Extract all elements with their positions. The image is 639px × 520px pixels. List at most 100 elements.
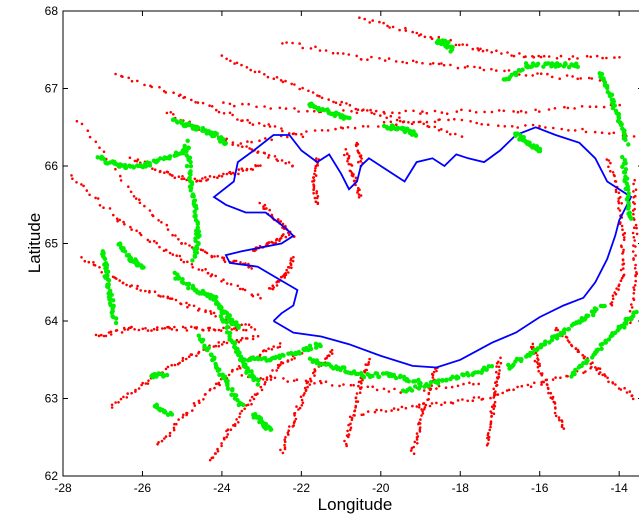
track-point (558, 418, 561, 422)
track-point (136, 158, 140, 161)
track-point (173, 176, 177, 179)
track-point (208, 326, 212, 330)
track-point (263, 124, 266, 128)
track-point (589, 362, 593, 366)
track-point (605, 158, 609, 161)
track-point (382, 110, 386, 114)
track-point (298, 42, 301, 45)
track-point (92, 261, 95, 264)
track-point (277, 355, 282, 361)
track-point (358, 188, 361, 192)
track-point (634, 263, 637, 267)
track-point (458, 43, 461, 47)
track-point (274, 241, 278, 244)
track-point (494, 390, 497, 393)
track-point (153, 239, 156, 243)
track-point (156, 326, 159, 329)
track-point (211, 456, 215, 459)
track-point (477, 382, 481, 386)
track-point (299, 395, 303, 399)
track-point (209, 388, 212, 391)
track-point (321, 107, 327, 113)
track-point (621, 258, 625, 262)
track-point (445, 112, 449, 115)
track-point (227, 313, 232, 318)
track-point (595, 54, 599, 58)
track-point (546, 383, 549, 387)
track-point (435, 401, 438, 405)
track-point (355, 144, 358, 148)
track-point (489, 423, 492, 426)
track-point (474, 111, 478, 114)
track-point (270, 240, 273, 244)
track-point (620, 224, 624, 228)
track-point (440, 378, 445, 383)
track-point (484, 367, 489, 372)
track-point (97, 334, 101, 338)
track-point (304, 388, 308, 392)
track-point (461, 43, 465, 46)
track-point (301, 401, 305, 405)
track-point (620, 276, 624, 280)
track-point (221, 375, 226, 381)
track-point (214, 315, 217, 318)
track-point (278, 342, 282, 345)
track-point (228, 111, 232, 115)
track-point (300, 133, 303, 136)
track-point (185, 301, 188, 305)
track (95, 147, 189, 171)
track-point (419, 112, 422, 115)
track-point (309, 377, 312, 381)
track (149, 371, 170, 380)
track-point (286, 135, 289, 139)
track-point (358, 391, 362, 395)
track-point (284, 107, 288, 110)
track-point (170, 174, 173, 177)
track-point (141, 381, 144, 385)
track-point (541, 380, 544, 384)
track-point (462, 382, 465, 386)
track-point (301, 46, 305, 50)
track-point (345, 152, 349, 155)
track-point (519, 357, 524, 362)
track-point (135, 229, 138, 232)
track-point (324, 357, 327, 361)
track-point (552, 400, 555, 404)
track-point (369, 108, 372, 112)
track-point (120, 331, 124, 334)
track-point (170, 297, 174, 301)
track-point (561, 328, 567, 333)
track-point (407, 121, 410, 124)
track-point (212, 132, 218, 138)
track-point (363, 17, 367, 21)
track-point (130, 228, 133, 231)
track-point (222, 340, 226, 344)
track-point (305, 130, 308, 133)
track-point (618, 56, 621, 59)
track-point (513, 70, 519, 76)
track-point (113, 320, 119, 326)
track-point (634, 309, 639, 315)
track-point (263, 105, 266, 108)
track-point (448, 49, 453, 54)
track-point (354, 107, 358, 111)
track-point (225, 172, 229, 176)
track-point (429, 387, 433, 391)
track-point (303, 392, 306, 395)
track-point (617, 387, 621, 390)
track-point (366, 109, 369, 112)
track-point (244, 328, 248, 332)
track-point (436, 378, 441, 383)
track-point (301, 86, 304, 90)
track-point (379, 114, 382, 117)
track-point (550, 75, 554, 79)
track-point (256, 378, 261, 383)
track-point (229, 428, 233, 432)
track-point (347, 433, 351, 436)
track-point (391, 111, 394, 114)
track-point (477, 396, 481, 399)
track-point (253, 328, 257, 331)
track-point (415, 31, 419, 35)
track-point (195, 221, 200, 227)
track-point (613, 291, 616, 294)
